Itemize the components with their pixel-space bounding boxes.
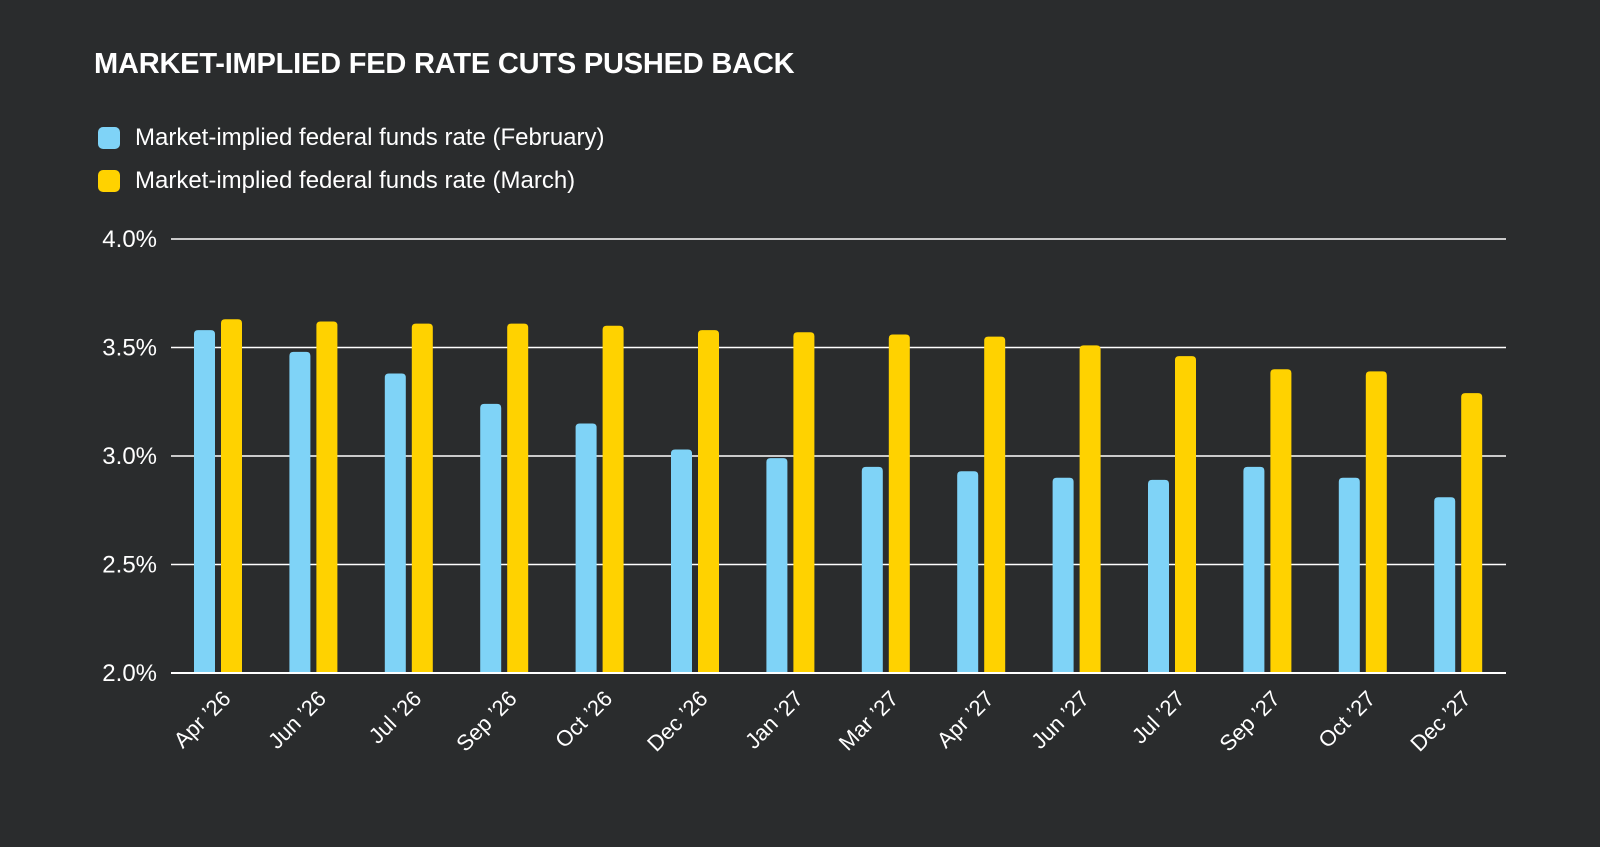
legend-swatch-march <box>98 169 120 192</box>
bar-march <box>507 323 529 673</box>
bar-march <box>602 325 624 673</box>
x-tick-label: Jun ’26 <box>263 686 331 754</box>
bar-march <box>221 319 242 673</box>
bar-february <box>1338 477 1360 673</box>
y-tick-label: 2.0% <box>102 660 157 687</box>
grid-lines <box>171 238 1506 674</box>
x-tick-label: Apr ’26 <box>169 686 236 753</box>
bar-february <box>1434 497 1456 673</box>
x-tick-label: Mar ’27 <box>834 686 904 756</box>
x-tick-label: Jul ’26 <box>364 686 427 749</box>
x-tick-label: Dec ’26 <box>642 686 712 756</box>
y-axis-ticks: 2.0% 2.5% 3.0% 3.5% 4.0% <box>102 226 157 687</box>
bar-february <box>1148 479 1169 673</box>
legend-item-february: Market-implied federal funds rate (Febru… <box>98 116 605 159</box>
x-tick-label: Oct ’27 <box>1313 686 1380 753</box>
bar-february <box>480 403 502 673</box>
chart-legend: Market-implied federal funds rate (Febru… <box>98 116 605 202</box>
bar-march <box>984 336 1006 673</box>
bar-march <box>1461 393 1483 673</box>
bar-march <box>1175 356 1196 673</box>
bar-march <box>793 332 815 673</box>
y-tick-label: 3.0% <box>102 443 157 470</box>
bar-february <box>575 423 597 673</box>
x-axis-ticks: Apr ’26 Jun ’26 Jul ’26 Sep ’26 Oct ’26 Dec ’… <box>169 686 1476 756</box>
chart-title: MARKET-IMPLIED FED RATE CUTS PUSHED BACK <box>94 48 795 80</box>
bar-february <box>957 471 979 673</box>
bar-february <box>766 458 788 673</box>
bar-march <box>1365 371 1387 673</box>
bar-february <box>1052 477 1074 673</box>
bar-march <box>1079 345 1101 673</box>
x-tick-label: Sep ’27 <box>1214 686 1284 756</box>
legend-label-february: Market-implied federal funds rate (Febru… <box>135 123 605 151</box>
bar-february <box>671 449 692 673</box>
x-tick-label: Jun ’27 <box>1026 686 1094 754</box>
legend-swatch-february <box>98 126 120 149</box>
bar-march <box>411 323 433 673</box>
y-tick-label: 4.0% <box>102 226 157 253</box>
bar-february <box>289 351 311 673</box>
legend-item-march: Market-implied federal funds rate (March… <box>98 159 605 202</box>
x-tick-label: Oct ’26 <box>550 686 617 753</box>
x-tick-label: Jul ’27 <box>1127 686 1190 749</box>
y-tick-label: 2.5% <box>102 552 157 579</box>
legend-label-march: Market-implied federal funds rate (March… <box>135 166 576 194</box>
bar-february <box>194 330 215 673</box>
bar-march <box>698 330 719 673</box>
x-tick-label: Dec ’27 <box>1405 686 1475 756</box>
bars <box>171 319 1506 674</box>
y-tick-label: 3.5% <box>102 335 157 362</box>
x-tick-label: Apr ’27 <box>932 686 999 753</box>
bar-march <box>316 321 338 673</box>
bar-february <box>861 466 883 673</box>
x-tick-label: Sep ’26 <box>451 686 521 756</box>
bar-february <box>1243 466 1265 673</box>
bar-february <box>384 373 406 673</box>
bar-march <box>888 334 910 673</box>
bar-march <box>1270 369 1292 673</box>
x-tick-label: Jan ’27 <box>740 686 808 754</box>
